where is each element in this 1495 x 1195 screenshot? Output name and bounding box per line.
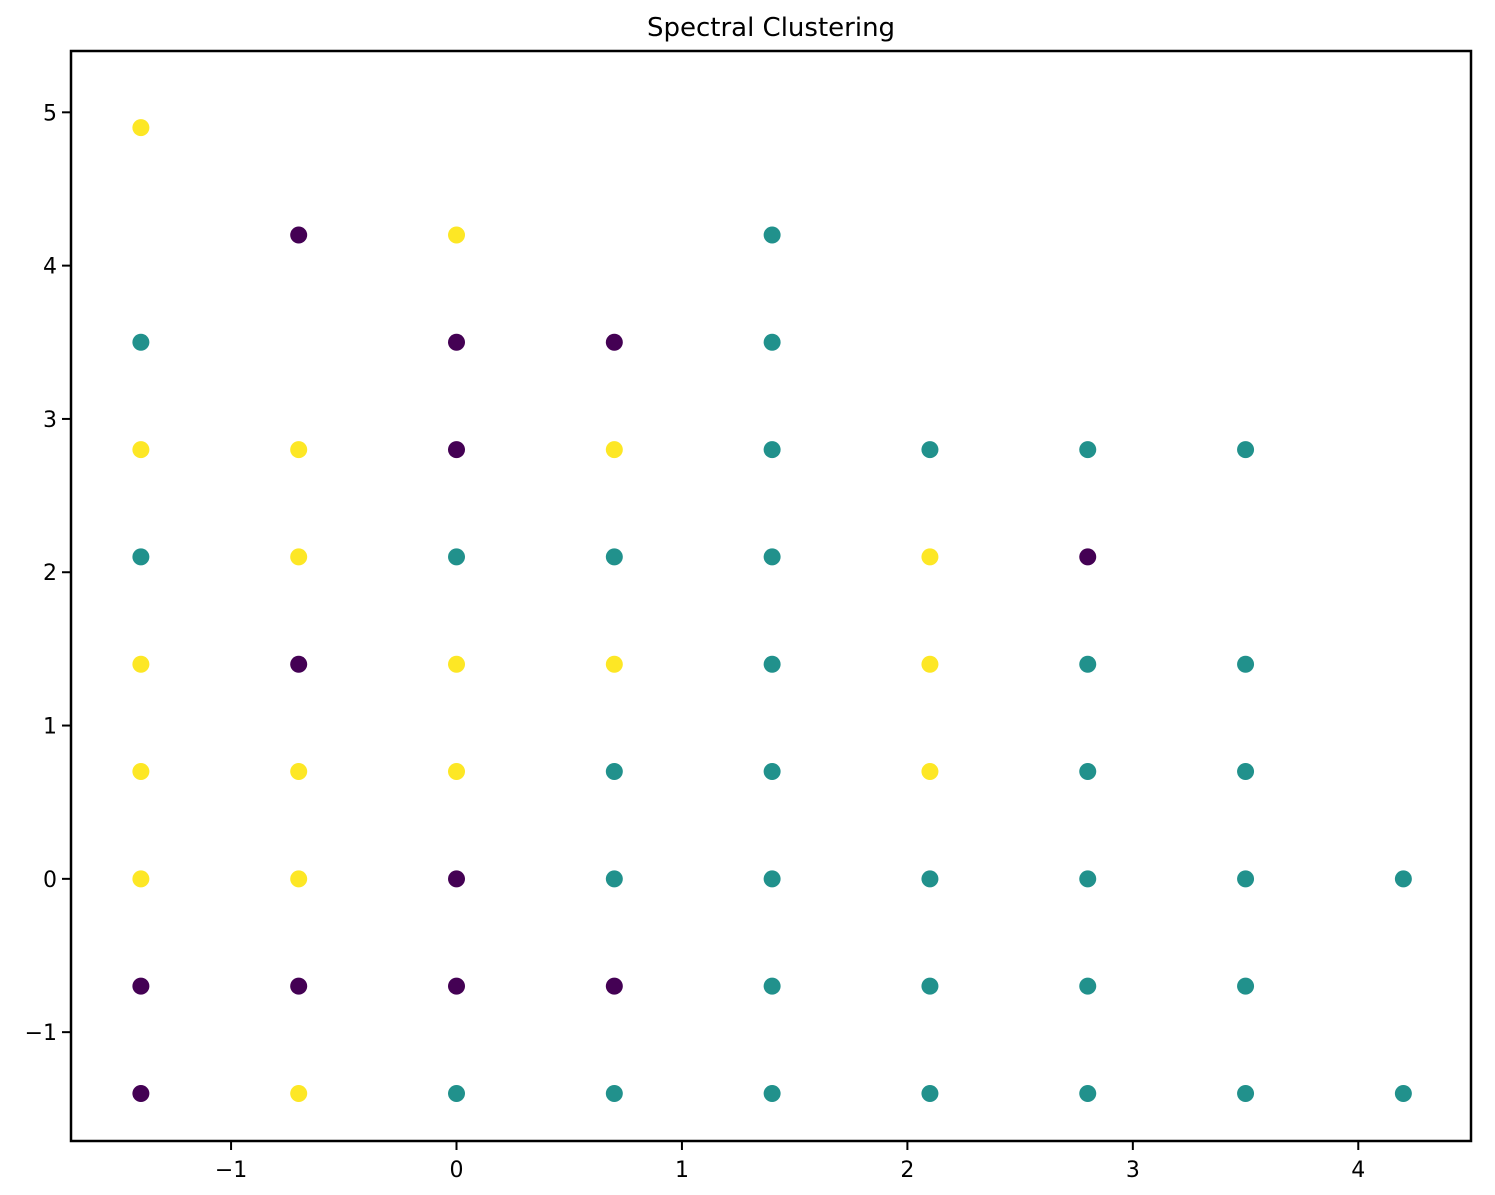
data-point	[132, 333, 150, 351]
data-point	[448, 870, 466, 888]
data-point	[1079, 763, 1097, 781]
data-point	[448, 441, 466, 459]
data-point	[1394, 870, 1412, 888]
data-point	[605, 977, 623, 995]
data-point	[448, 1084, 466, 1102]
data-point	[921, 870, 939, 888]
x-axis-ticks: −1 0 1 2 3 4	[215, 1141, 1365, 1183]
data-point	[605, 548, 623, 566]
y-tick-label: 0	[43, 868, 57, 893]
data-point	[605, 333, 623, 351]
data-point	[132, 1084, 150, 1102]
data-point	[290, 655, 308, 673]
data-point	[1079, 977, 1097, 995]
data-point	[921, 548, 939, 566]
data-point	[763, 441, 781, 459]
y-axis-ticks: −1 0 1 2 3 4 5	[25, 101, 71, 1046]
data-point	[1079, 441, 1097, 459]
data-point	[290, 870, 308, 888]
data-point	[921, 977, 939, 995]
data-point	[132, 441, 150, 459]
data-point	[763, 548, 781, 566]
data-point	[448, 977, 466, 995]
data-point	[763, 1084, 781, 1102]
data-point	[132, 655, 150, 673]
x-tick-label: 0	[450, 1158, 464, 1183]
data-point	[605, 655, 623, 673]
data-point	[1079, 870, 1097, 888]
plot-frame	[69, 49, 1473, 1143]
data-point	[1079, 1084, 1097, 1102]
data-point	[763, 333, 781, 351]
data-point	[290, 763, 308, 781]
data-point	[290, 1084, 308, 1102]
data-point	[921, 763, 939, 781]
data-point	[921, 1084, 939, 1102]
data-point	[290, 441, 308, 459]
data-point	[448, 763, 466, 781]
data-point	[132, 870, 150, 888]
data-point	[1237, 1084, 1255, 1102]
data-point	[605, 441, 623, 459]
data-point	[921, 441, 939, 459]
data-point	[1237, 441, 1255, 459]
data-point	[605, 1084, 623, 1102]
data-points	[132, 119, 1412, 1102]
y-tick-label: 3	[43, 408, 57, 433]
y-tick-label: 2	[43, 561, 57, 586]
data-point	[763, 763, 781, 781]
data-point	[132, 548, 150, 566]
data-point	[1237, 763, 1255, 781]
data-point	[290, 226, 308, 244]
data-point	[290, 977, 308, 995]
data-point	[132, 119, 150, 137]
data-point	[605, 763, 623, 781]
y-tick-label: 1	[43, 715, 57, 740]
data-point	[763, 226, 781, 244]
data-point	[1394, 1084, 1412, 1102]
x-tick-label: 1	[675, 1158, 689, 1183]
data-point	[448, 333, 466, 351]
data-point	[1237, 870, 1255, 888]
data-point	[448, 548, 466, 566]
data-point	[1079, 655, 1097, 673]
data-point	[132, 977, 150, 995]
data-point	[132, 763, 150, 781]
data-point	[448, 655, 466, 673]
data-point	[605, 870, 623, 888]
data-point	[921, 655, 939, 673]
data-point	[763, 977, 781, 995]
x-tick-label: −1	[215, 1158, 247, 1183]
data-point	[763, 870, 781, 888]
y-tick-label: 4	[43, 255, 57, 280]
data-point	[1237, 655, 1255, 673]
x-tick-label: 2	[900, 1158, 914, 1183]
data-point	[290, 548, 308, 566]
y-tick-label: −1	[25, 1021, 57, 1046]
y-tick-label: 5	[43, 101, 57, 126]
data-point	[1237, 977, 1255, 995]
data-point	[763, 655, 781, 673]
x-tick-label: 3	[1126, 1158, 1140, 1183]
data-point	[1079, 548, 1097, 566]
x-tick-label: 4	[1351, 1158, 1365, 1183]
chart-title: Spectral Clustering	[647, 13, 895, 43]
data-point	[448, 226, 466, 244]
